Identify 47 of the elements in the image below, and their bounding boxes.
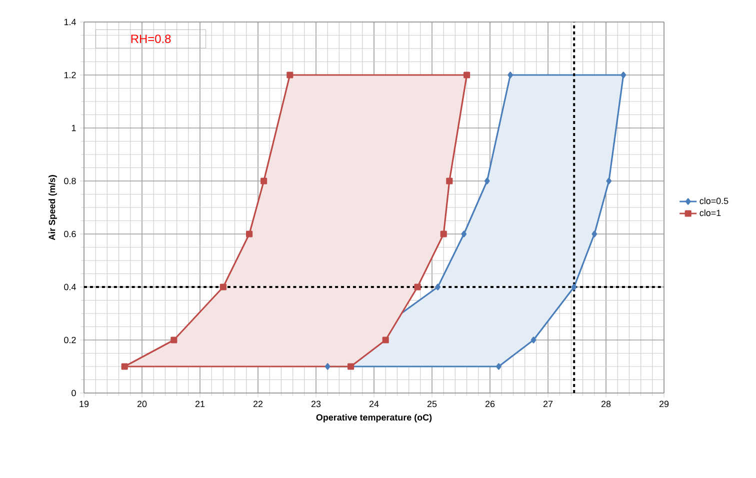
y-axis-title: Air Speed (m/s) <box>48 175 57 240</box>
point <box>606 178 612 184</box>
point <box>414 284 421 290</box>
point <box>620 72 626 78</box>
y-tick-label: 0 <box>72 390 76 396</box>
y-tick-label: 0.6 <box>64 230 76 238</box>
y-tick-label: 0.8 <box>64 178 76 184</box>
point <box>508 72 513 78</box>
point <box>530 336 536 344</box>
x-tick-label: 23 <box>311 400 321 408</box>
point <box>170 336 178 344</box>
point <box>286 72 294 78</box>
x-axis-title: Operative temperature (oC) <box>316 414 432 422</box>
x-tick-label: 28 <box>601 400 611 408</box>
point <box>121 363 128 370</box>
legend-label: clo=1 <box>700 209 721 216</box>
x-tick-label: 22 <box>253 400 263 408</box>
point <box>592 230 598 238</box>
point <box>446 178 453 184</box>
legend-label: clo=0.5 <box>700 198 728 204</box>
x-tick-label: 29 <box>659 400 669 408</box>
point <box>260 178 268 184</box>
y-tick-label: 0.2 <box>64 336 76 344</box>
point <box>440 230 447 238</box>
point <box>461 230 467 238</box>
x-tick-label: 19 <box>80 400 89 408</box>
annotation: RH=0.8 <box>131 34 171 44</box>
y-tick-label: 1 <box>72 124 76 132</box>
x-tick-label: 24 <box>369 400 379 408</box>
point <box>382 336 389 344</box>
y-tick-label: 1.4 <box>64 18 76 26</box>
x-tick-label: 21 <box>195 400 205 408</box>
x-tick-label: 26 <box>485 400 495 408</box>
y-tick-label: 0.4 <box>64 284 76 290</box>
point <box>220 284 226 290</box>
point <box>324 363 330 370</box>
y-tick-label: 1.2 <box>64 72 76 78</box>
point <box>484 178 490 184</box>
point <box>246 230 253 238</box>
point <box>496 363 502 370</box>
x-tick-label: 25 <box>427 400 437 408</box>
point <box>348 363 354 370</box>
point <box>571 284 577 290</box>
x-tick-label: 20 <box>137 400 147 408</box>
point <box>464 72 470 78</box>
point <box>435 284 440 290</box>
x-tick-label: 27 <box>543 400 553 408</box>
